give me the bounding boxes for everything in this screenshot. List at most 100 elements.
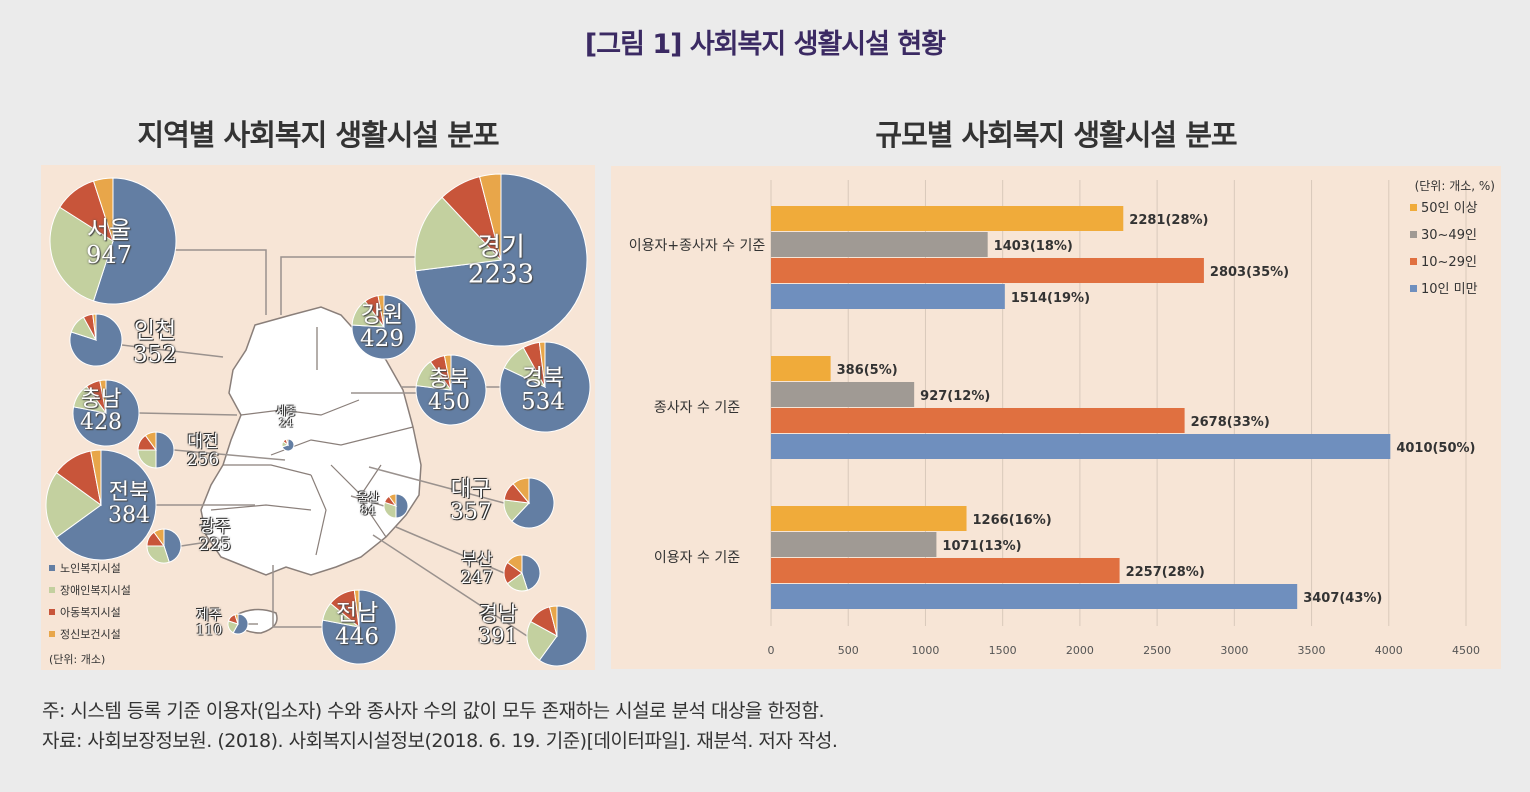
- leader-line: [372, 534, 528, 637]
- leader-line: [180, 539, 222, 547]
- bar: [771, 434, 1391, 459]
- region-name: 충남: [80, 386, 122, 412]
- leader-line: [138, 412, 238, 416]
- pie-slice: [155, 431, 175, 469]
- x-tick-label: 500: [838, 644, 859, 657]
- bar-value-label: 2281(28%): [1129, 213, 1208, 228]
- pie-slice: [92, 177, 114, 242]
- pie-slice: [137, 449, 157, 469]
- leader-line: [173, 449, 286, 461]
- bar-value-label: 3407(43%): [1303, 591, 1382, 606]
- pie-slice: [69, 313, 123, 367]
- region-value: 357: [450, 500, 492, 525]
- region-pie: [526, 605, 588, 667]
- pie-slice: [90, 449, 102, 506]
- bar-value-label: 927(12%): [920, 389, 990, 404]
- pie-slice: [234, 613, 239, 625]
- bar: [771, 584, 1298, 609]
- legend-item: 정신보건시설: [49, 623, 131, 645]
- pie-slice: [526, 620, 558, 661]
- map-svg: [45, 173, 591, 667]
- region-pie: [414, 173, 588, 347]
- pie-slice: [521, 554, 541, 591]
- figure-title: [그림 1] 사회복지 생활시설 현황: [584, 29, 946, 60]
- region-pie: [321, 589, 397, 665]
- bar-chart-panel: 0 500 1000 1500 2000 2500 3000 3500 4000 4500 2281…: [611, 166, 1501, 669]
- legend-label: 10인 미만: [1421, 282, 1478, 297]
- bar: [771, 532, 937, 557]
- pie-slice: [49, 206, 114, 302]
- pie-slice: [511, 477, 555, 529]
- x-tick-label: 3000: [1220, 644, 1248, 657]
- category-label: 이용자+종사자 수 기준: [629, 238, 766, 254]
- region-label: 경북 534: [521, 366, 565, 414]
- region-name: 강원: [360, 301, 404, 328]
- bar-value-label: 1514(19%): [1011, 291, 1090, 306]
- legend-label: 정신보건시설: [60, 628, 121, 641]
- region-value: 352: [133, 342, 177, 368]
- legend-label: 50인 이상: [1421, 201, 1478, 216]
- region-name: 울산: [356, 490, 380, 505]
- region-pie: [503, 554, 541, 592]
- bar-value-label: 1403(18%): [994, 239, 1073, 254]
- pie-slice: [443, 354, 452, 391]
- source-text: 자료: 사회보장정보원. (2018). 사회복지시설정보(2018. 6. 1…: [42, 730, 838, 752]
- note-text: 주: 시스템 등록 기준 이용자(입소자) 수와 종사자 수의 값이 모두 존재…: [42, 700, 825, 722]
- legend-swatch: [1410, 204, 1417, 211]
- legend-label: 30~49인: [1421, 228, 1477, 243]
- pie-slice: [92, 313, 97, 341]
- region-name: 서울: [86, 215, 132, 244]
- pie-slice: [506, 554, 523, 574]
- region-value: 110: [195, 622, 223, 638]
- region-borders: [210, 399, 414, 556]
- region-pie: [227, 613, 249, 635]
- region-pie: [281, 438, 295, 452]
- legend-swatch: [49, 631, 55, 637]
- region-label: 제주 110: [196, 608, 223, 637]
- bar: [771, 356, 831, 381]
- region-label: 충남 428: [80, 388, 122, 434]
- bar-value-label: 1266(16%): [973, 513, 1052, 528]
- region-pie: [499, 341, 591, 433]
- x-tick-label: 4000: [1375, 644, 1403, 657]
- bar-value-label: 4010(50%): [1396, 441, 1475, 456]
- region-name: 부산: [461, 550, 493, 571]
- legend-swatch: [1410, 258, 1417, 265]
- region-label: 강원 429: [360, 303, 404, 351]
- pie-slice: [538, 341, 546, 388]
- x-tick-label: 3500: [1298, 644, 1326, 657]
- leader-line: [121, 344, 224, 358]
- region-name: 충북: [428, 366, 470, 392]
- legend-swatch: [49, 587, 55, 593]
- map-unit: (단위: 개소): [49, 653, 106, 666]
- map-legend: 노인복지시설 장애인복지시설 아동복지시설 정신보건시설: [49, 557, 131, 645]
- pie-slice: [285, 438, 289, 446]
- pie-slice: [163, 528, 182, 563]
- legend-item: 장애인복지시설: [49, 579, 131, 601]
- region-name: 전남: [335, 599, 379, 626]
- legend-label: 아동복지시설: [60, 606, 121, 619]
- pie-slice: [512, 477, 530, 505]
- pie-slice: [92, 177, 177, 305]
- leader-line: [272, 565, 322, 628]
- region-label: 전남 446: [335, 601, 379, 649]
- legend-label: 노인복지시설: [60, 562, 121, 575]
- legend-label: 장애인복지시설: [60, 584, 131, 597]
- legend-swatch: [49, 609, 55, 615]
- region-label: 충북 450: [428, 368, 470, 414]
- region-pie: [137, 431, 175, 469]
- region-value: 384: [108, 503, 150, 528]
- region-label: 부산 247: [461, 550, 493, 588]
- x-tick-label: 1500: [989, 644, 1017, 657]
- legend-label: 10~29인: [1421, 255, 1477, 270]
- region-pie: [146, 528, 182, 564]
- region-name: 대구: [450, 476, 492, 502]
- x-tick-label: 2000: [1066, 644, 1094, 657]
- bar: [771, 206, 1124, 231]
- pie-slice: [479, 173, 502, 261]
- pie-slice: [548, 605, 558, 637]
- pie-slice: [414, 196, 503, 272]
- region-label: 경남 391: [478, 603, 518, 647]
- regional-map-panel: 서울 947 경기 2233 인천 352 강원 429 충남 428 충북 450 경북 534 대전 25…: [41, 165, 595, 670]
- category-label: 종사자 수 기준: [654, 400, 740, 416]
